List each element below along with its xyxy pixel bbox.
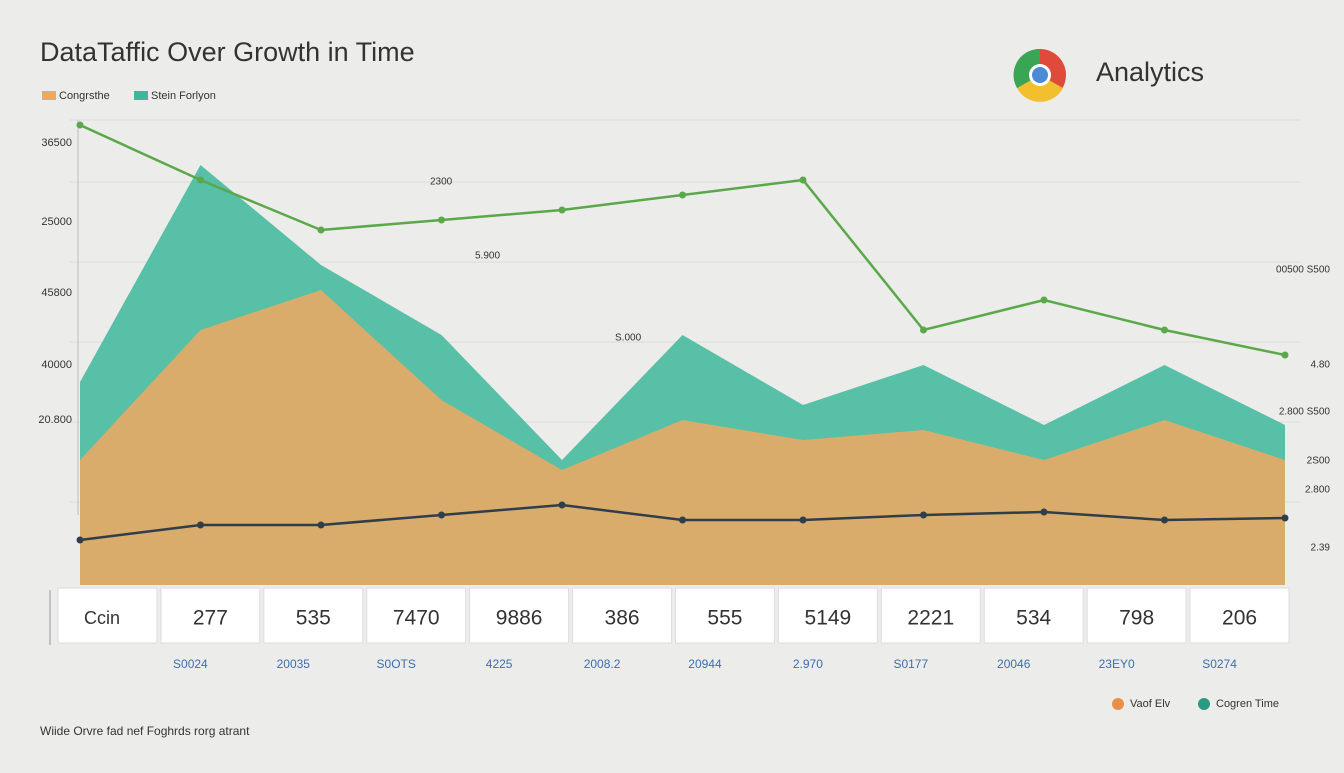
table-value: 555 [707, 607, 742, 630]
table-sublabel: 20046 [997, 657, 1031, 671]
table-cell [57, 587, 158, 644]
point [1161, 326, 1168, 334]
point [1040, 296, 1048, 304]
point [76, 121, 84, 129]
point [1281, 351, 1289, 359]
point [76, 536, 84, 544]
right-label: 2S00 [1307, 456, 1331, 467]
brand-logo [1013, 48, 1066, 102]
point [799, 176, 807, 184]
table-sublabel: 2008.2 [584, 657, 621, 671]
right-label: 2.800 [1305, 485, 1330, 496]
left-label: 40000 [41, 359, 72, 371]
table-sublabel: S0274 [1202, 657, 1237, 671]
table-cell [880, 587, 981, 644]
right-label: 00500 S500 [1276, 265, 1330, 276]
table-cell [983, 587, 1084, 644]
right-label: 2.39 [1311, 543, 1331, 554]
legend-dot [1198, 698, 1210, 710]
left-label: 36500 [41, 137, 72, 149]
table-value: 798 [1119, 607, 1154, 630]
chart-title: DataTaffic Over Growth in Time [40, 37, 415, 67]
table-sublabel: 20035 [277, 657, 311, 671]
legend-swatch [42, 91, 56, 100]
table-value: 2221 [907, 607, 954, 630]
point [1161, 516, 1168, 524]
right-label: 2.800 S500 [1279, 407, 1331, 418]
table-sublabel: S0OTS [377, 657, 416, 671]
table-cell [1189, 587, 1290, 644]
table-sublabel: 2.970 [793, 657, 823, 671]
point [920, 511, 927, 519]
table-sublabel: 23EY0 [1099, 657, 1135, 671]
point [197, 176, 204, 184]
point [558, 206, 566, 214]
annotation: S.000 [615, 333, 642, 344]
left-label: 20.800 [38, 414, 72, 426]
point [438, 216, 445, 224]
table-value: 534 [1016, 607, 1051, 630]
point [558, 501, 566, 509]
footnote: Wiide Orvre fad nef Foghrds rorg atrant [40, 724, 250, 738]
table-sublabel: 4225 [486, 657, 513, 671]
table-cell [263, 587, 364, 644]
table-header: Ccin [84, 608, 120, 628]
table-value: 9886 [496, 607, 543, 630]
brand-name: Analytics [1096, 57, 1204, 87]
legend-label: Cogren Time [1216, 698, 1279, 710]
table-value: 5149 [805, 607, 852, 630]
point [679, 191, 686, 199]
table-value: 277 [193, 607, 228, 630]
left-label: 45800 [41, 287, 72, 299]
point [1281, 514, 1289, 522]
point [438, 511, 445, 519]
legend-dot [1112, 698, 1124, 710]
table-value: 535 [296, 607, 331, 630]
point [679, 516, 686, 524]
table-cell [160, 587, 261, 644]
point [1040, 508, 1048, 516]
legend-swatch [134, 91, 148, 100]
point [920, 326, 927, 334]
table-value: 7470 [393, 607, 440, 630]
point [317, 521, 325, 529]
table-cell [777, 587, 878, 644]
table-value: 386 [605, 607, 640, 630]
point [197, 521, 204, 529]
table-cell [572, 587, 672, 644]
table-sublabel: 20944 [688, 657, 722, 671]
area [80, 290, 1285, 585]
table-value: 206 [1222, 607, 1257, 630]
point [317, 226, 325, 234]
annotation: 5.900 [475, 251, 500, 262]
legend-label: Vaof Elv [1130, 698, 1171, 710]
legend-label: Stein Forlyon [151, 90, 216, 102]
annotation: 2300 [430, 177, 453, 188]
point [799, 516, 807, 524]
left-label: 25000 [41, 216, 72, 228]
legend-label: Congrsthe [59, 90, 110, 102]
table-sublabel: S0024 [173, 657, 208, 671]
right-label: 4.80 [1311, 360, 1331, 371]
table-cell [366, 587, 467, 644]
table-cell [675, 587, 775, 644]
table-cell [469, 587, 570, 644]
table-sublabel: S0177 [893, 657, 928, 671]
table-cell [1086, 587, 1187, 644]
